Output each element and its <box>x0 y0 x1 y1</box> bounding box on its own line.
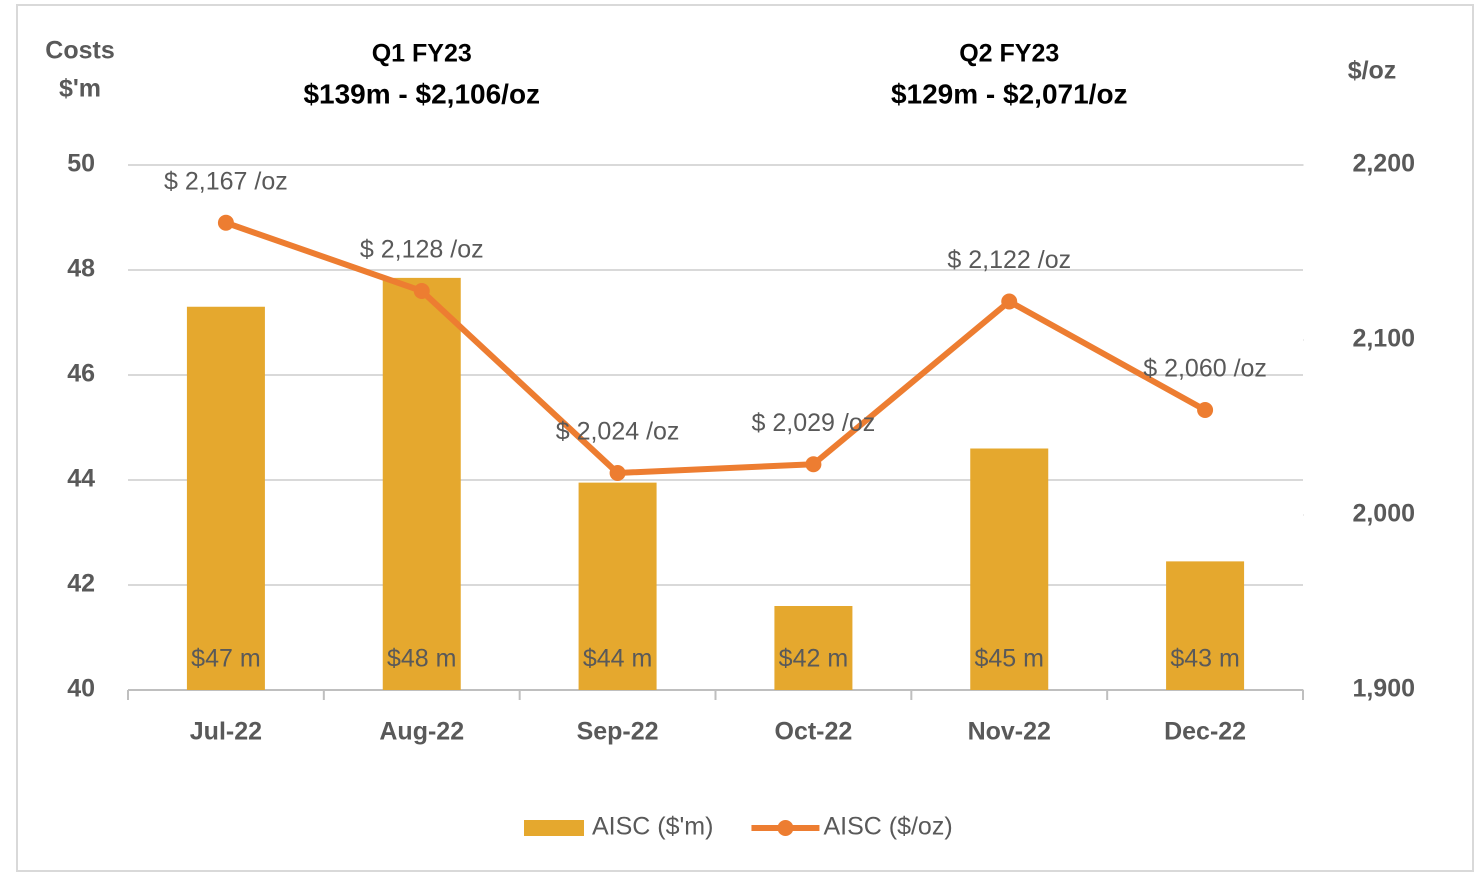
y-tick-label: 48 <box>67 255 95 283</box>
annotation: $139m - $2,106/oz <box>303 78 540 109</box>
x-tick-label: Aug-22 <box>379 718 464 746</box>
x-tick-label: Oct-22 <box>775 718 853 746</box>
bar <box>578 482 657 690</box>
x-tick-label: Nov-22 <box>968 718 1051 746</box>
line-point <box>609 465 626 481</box>
y-tick-label: 42 <box>67 570 95 598</box>
legend-label: AISC ($/oz) <box>823 813 952 841</box>
data-label: $ 2,060 /oz <box>1143 355 1267 383</box>
y2-tick-label: 2,200 <box>1352 150 1415 178</box>
annotation: Q2 FY23 <box>959 40 1059 68</box>
data-label: $44 m <box>583 645 652 673</box>
y2-tick-label: 2,100 <box>1352 325 1415 353</box>
data-label: $45 m <box>975 645 1044 673</box>
y-axis-label: Costs <box>45 37 114 65</box>
legend-swatch <box>524 820 584 836</box>
data-label: $42 m <box>779 645 848 673</box>
y2-tick-label: 1,900 <box>1352 675 1415 703</box>
data-label: $43 m <box>1170 645 1239 673</box>
y-tick-label: 46 <box>67 360 95 388</box>
x-tick-label: Dec-22 <box>1164 718 1246 746</box>
line-point <box>413 283 430 299</box>
y-tick-label: 50 <box>67 150 95 178</box>
chart-frame <box>16 4 1474 872</box>
line-point <box>805 456 822 473</box>
data-label: $ 2,024 /oz <box>556 418 680 446</box>
annotation: Q1 FY23 <box>372 40 472 68</box>
line-point <box>1001 293 1018 310</box>
bar <box>382 277 461 690</box>
x-tick-label: Sep-22 <box>577 718 659 746</box>
y-tick-label: 44 <box>67 465 95 493</box>
line-point <box>1197 402 1214 418</box>
y-tick-label: 40 <box>67 675 95 703</box>
x-tick-label: Jul-22 <box>190 718 262 746</box>
legend-swatch-marker <box>777 820 794 836</box>
data-label: $ 2,128 /oz <box>360 236 484 264</box>
annotation: $129m - $2,071/oz <box>891 78 1128 109</box>
y2-tick-label: 2,000 <box>1352 500 1415 528</box>
data-label: $47 m <box>191 645 260 673</box>
legend-label: AISC ($'m) <box>592 813 713 841</box>
bar <box>186 306 265 690</box>
line-point <box>217 214 234 231</box>
bar <box>774 606 853 690</box>
y2-axis-label: $/oz <box>1348 57 1397 85</box>
bar <box>1166 561 1245 690</box>
line <box>224 219 1207 476</box>
data-label: $ 2,122 /oz <box>947 246 1071 274</box>
data-label: $ 2,029 /oz <box>752 409 876 437</box>
data-label: $48 m <box>387 645 456 673</box>
bar <box>970 448 1049 690</box>
y-axis-label: $'m <box>59 75 101 103</box>
data-label: $ 2,167 /oz <box>164 167 288 195</box>
